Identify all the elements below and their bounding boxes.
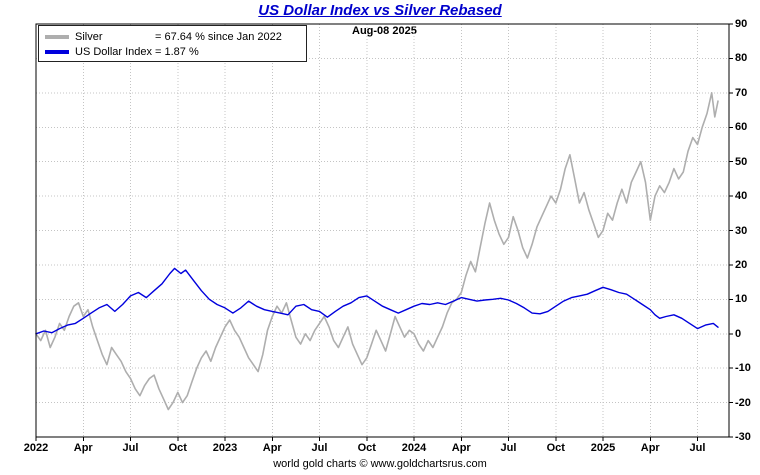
legend-value-silver: = 67.64 % since Jan 2022: [155, 30, 282, 43]
legend-row-usd-index: US Dollar Index = 1.87 %: [45, 44, 300, 59]
series-silver-line: [35, 92, 719, 411]
chart-title: US Dollar Index vs Silver Rebased: [258, 2, 502, 19]
usd-line-swatch: [45, 49, 69, 54]
plot-border: [35, 23, 730, 438]
legend-value-usd-index: = 1.87 %: [155, 45, 199, 58]
x-axis-labels: 2022 Apr Jul Oct 2023 Apr Jul Oct 2024 Apr Jul Oct 2…: [0, 442, 760, 456]
footer-credit: world gold charts © www.goldchartsrus.co…: [273, 458, 487, 470]
x-axis-label: Apr: [262, 442, 282, 454]
x-axis-label: Oct: [357, 442, 376, 454]
legend-label-silver: Silver: [75, 30, 103, 43]
x-axis-label: Apr: [640, 442, 660, 454]
x-axis-label: 2024: [401, 442, 427, 454]
x-axis-label: 2023: [212, 442, 238, 454]
silver-line-swatch: [45, 34, 69, 39]
x-axis-label: Oct: [546, 442, 565, 454]
x-axis-label: Jul: [122, 442, 139, 454]
legend-label-usd-index: US Dollar Index: [75, 45, 153, 58]
x-axis-label: Jul: [311, 442, 328, 454]
series-usd-index-line: [35, 267, 719, 335]
x-axis-label: 2025: [590, 442, 616, 454]
x-axis-label: Apr: [73, 442, 93, 454]
x-axis-label: Oct: [168, 442, 187, 454]
legend-box: Silver = 67.64 % since Jan 2022 US Dolla…: [38, 25, 307, 62]
x-axis-label: Jul: [500, 442, 517, 454]
x-axis-label: Jul: [689, 442, 706, 454]
legend-row-silver: Silver = 67.64 % since Jan 2022: [45, 29, 300, 44]
x-axis-label: 2022: [23, 442, 49, 454]
date-annotation: Aug-08 2025: [352, 25, 417, 37]
x-axis-label: Apr: [451, 442, 471, 454]
